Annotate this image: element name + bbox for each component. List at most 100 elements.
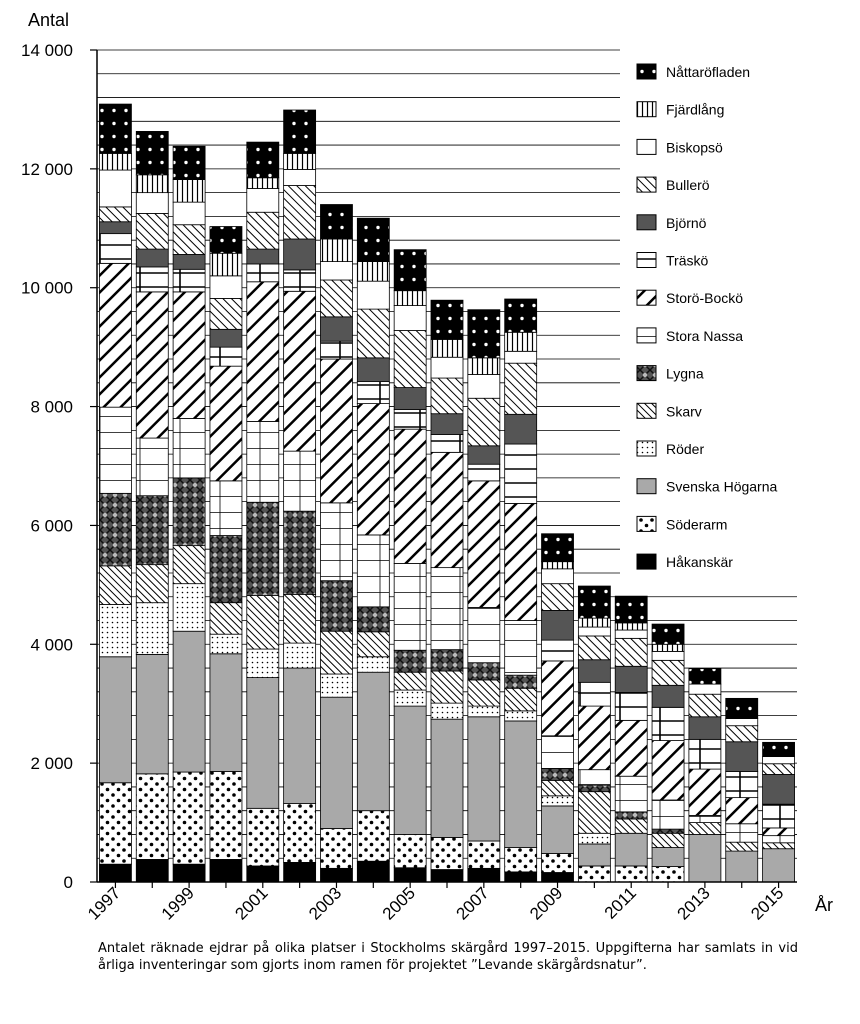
- bar-segment-trasko-2008: [504, 443, 538, 504]
- bar-segment-bullero-2011: [614, 637, 648, 667]
- bar-stack-2008: [504, 298, 538, 883]
- bar-segment-hakanskar-2005: [393, 867, 427, 883]
- bar-segment-trasko-1999: [172, 268, 206, 293]
- bar-segment-fjardlang-2006: [430, 339, 464, 358]
- x-tick-label: 2005: [379, 883, 419, 923]
- bar-segment-hakanskar-2008: [504, 871, 538, 883]
- bar-segment-hakanskar-2000: [209, 859, 243, 883]
- bar-segment-biskopso-2001: [246, 188, 280, 213]
- bar-segment-hakanskar-1997: [99, 863, 132, 883]
- bar-segment-storo-bocko-2007: [467, 480, 501, 608]
- bar-segment-soderarm-2012: [651, 866, 685, 883]
- bar-segment-fjardlang-2012: [651, 643, 685, 652]
- bar-segment-hakanskar-2001: [246, 865, 280, 883]
- bar-stack-2005: [393, 249, 427, 883]
- bar-segment-biskopso-2010: [577, 626, 611, 637]
- bar-segment-fjardlang-2002: [283, 153, 317, 170]
- bar-segment-biskopso-2012: [651, 651, 685, 661]
- bar-segment-bullero-2001: [246, 211, 280, 250]
- bar-segment-storo-bocko-2009: [541, 660, 574, 737]
- y-axis-title: Antal: [28, 10, 69, 30]
- bar-segment-roder-2007: [467, 705, 501, 718]
- bar-segment-bjorno-1999: [172, 254, 206, 270]
- bar-segment-nattarofladen-2005: [393, 249, 427, 292]
- bar-segment-bjorno-2009: [541, 610, 574, 641]
- bar-segment-skarv-2005: [393, 671, 427, 691]
- bar-segment-nattarofladen-2013: [688, 668, 722, 685]
- bar-stack-2012: [651, 623, 685, 883]
- bar-segment-storo-bocko-1999: [172, 291, 206, 419]
- bar-stack-2013: [688, 668, 722, 883]
- bar-stack-2006: [430, 299, 464, 883]
- bar-segment-stora-nassa-1998: [135, 437, 169, 497]
- bar-segment-lygna-2007: [467, 662, 501, 681]
- bar-segment-stora-nassa-2006: [430, 567, 464, 651]
- legend-item-lygna: Lygna: [636, 365, 704, 382]
- bar-segment-svenska-hogarna-2001: [246, 677, 280, 809]
- bar-segment-trasko-2005: [393, 409, 427, 430]
- bar-segment-roder-1999: [172, 583, 206, 632]
- bar-segment-stora-nassa-2008: [504, 620, 538, 676]
- bar-segment-skarv-2001: [246, 595, 280, 650]
- bar-segment-stora-nassa-2009: [541, 735, 574, 769]
- bar-segment-trasko-2001: [246, 263, 280, 283]
- bar-segment-svenska-hogarna-2010: [577, 843, 611, 867]
- bar-segment-hakanskar-1999: [172, 863, 206, 883]
- legend-item-hakanskar: Håkanskär: [636, 553, 733, 570]
- figure-caption: Antalet räknade ejdrar på olika platser …: [98, 941, 798, 973]
- bar-segment-soderarm-2006: [430, 837, 464, 870]
- bar-segment-bullero-2012: [651, 659, 685, 686]
- bar-segment-bullero-2015: [762, 763, 795, 775]
- ejder-stacked-bar-chart: 0 2 000 4 000 6 000 8 000 10 000 12 000 14 000 1…: [21, 10, 833, 924]
- legend-item-svenska-hogarna: Svenska Högarna: [636, 478, 778, 495]
- bar-segment-biskopso-2003: [320, 261, 353, 281]
- bar-segment-trasko-2002: [283, 269, 317, 292]
- bar-segment-nattarofladen-2006: [430, 299, 464, 340]
- bar-segment-trasko-2015: [762, 803, 795, 829]
- bar-segment-skarv-2015: [762, 842, 795, 850]
- bar-segment-fjardlang-2003: [320, 238, 353, 262]
- bar-segment-storo-bocko-1997: [99, 262, 132, 408]
- bar-stack-2009: [541, 533, 574, 883]
- legend-label: Nåttaröfladen: [666, 64, 750, 80]
- bar-segment-storo-bocko-2013: [688, 768, 722, 816]
- bar-segment-svenska-hogarna-2011: [614, 832, 648, 867]
- x-tick-label: 2001: [231, 883, 271, 923]
- bar-segment-fjardlang-1997: [99, 153, 132, 171]
- bar-segment-trasko-2009: [541, 639, 574, 662]
- bar-segment-svenska-hogarna-2012: [651, 847, 685, 867]
- bar-segment-storo-bocko-2008: [504, 503, 538, 621]
- bar-segment-bullero-2004: [356, 308, 390, 359]
- bar-segment-svenska-hogarna-2007: [467, 716, 501, 842]
- bar-segment-soderarm-2002: [283, 803, 317, 863]
- bar-segment-storo-bocko-2011: [614, 719, 648, 777]
- bar-segment-trasko-1998: [135, 266, 169, 293]
- legend-swatch: [636, 553, 657, 570]
- bar-segment-biskopso-2002: [283, 169, 317, 186]
- legend-label: Fjärdlång: [666, 102, 724, 118]
- bar-segment-bullero-2006: [430, 377, 464, 415]
- legend-item-bullero: Bullerö: [636, 176, 710, 193]
- bar-stack-2001: [246, 141, 280, 883]
- bar-stack-2004: [356, 217, 390, 883]
- x-tick-label: 2013: [674, 883, 714, 923]
- bar-segment-stora-nassa-2012: [651, 799, 685, 830]
- bar-segment-nattarofladen-1999: [172, 145, 206, 180]
- legend-item-skarv: Skarv: [636, 402, 702, 419]
- bar-segment-svenska-hogarna-2008: [504, 720, 538, 848]
- bar-segment-bullero-2014: [725, 725, 759, 743]
- bar-segment-nattarofladen-2004: [356, 217, 390, 262]
- legend-swatch: [636, 214, 657, 231]
- bar-segment-lygna-2004: [356, 606, 390, 633]
- legend-item-stora-nassa: Stora Nassa: [636, 327, 743, 344]
- bar-segment-storo-bocko-2001: [246, 281, 280, 422]
- bar-segment-storo-bocko-2010: [577, 705, 611, 771]
- bar-segment-soderarm-2007: [467, 840, 501, 869]
- x-axis-title: År: [815, 895, 833, 915]
- bar-segment-bullero-1999: [172, 224, 206, 255]
- bar-segment-hakanskar-2002: [283, 861, 317, 883]
- y-tick-label: 8 000: [30, 398, 73, 417]
- bar-segment-skarv-2010: [577, 791, 611, 834]
- bar-segment-fjardlang-2008: [504, 331, 538, 352]
- bar-segment-svenska-hogarna-2009: [541, 805, 574, 854]
